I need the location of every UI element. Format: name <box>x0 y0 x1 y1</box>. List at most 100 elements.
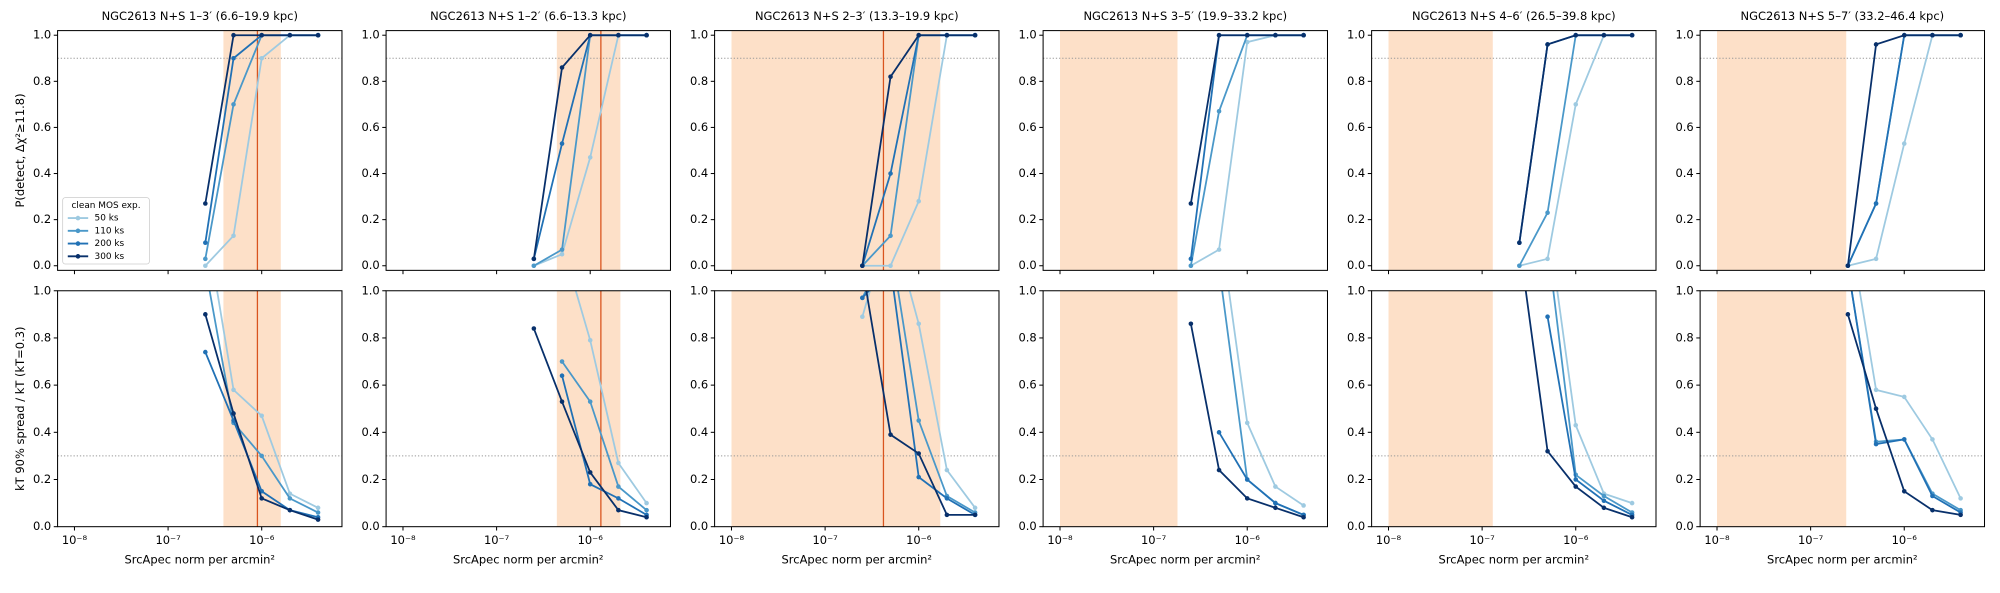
data-point <box>587 155 593 160</box>
y-tick-label: 1.0 <box>1018 283 1036 297</box>
data-point <box>559 251 565 257</box>
y-tick-label: 0.8 <box>1675 330 1693 344</box>
legend-marker <box>75 241 81 246</box>
y-tick-label: 0.2 <box>33 472 51 486</box>
data-point <box>888 171 893 176</box>
shaded-band <box>1059 290 1178 527</box>
data-point <box>559 65 565 70</box>
y-tick-label: 0.2 <box>361 472 379 486</box>
y-tick-label: 0.0 <box>361 258 379 272</box>
y-tick-label: 0.8 <box>1347 330 1365 344</box>
x-tick-label: 10⁻⁸ <box>719 533 745 547</box>
data-point <box>1517 263 1522 269</box>
y-tick-label: 0.4 <box>361 425 379 439</box>
axes-frame <box>1371 30 1657 271</box>
x-tick-label: 10⁻⁶ <box>578 533 604 547</box>
panel: 0.0 0.2 0.4 0.6 0.8 1.0 NGC2613 N+S 1–2′ (6.6–… <box>361 9 671 275</box>
series-line <box>1850 290 1962 514</box>
legend-marker <box>75 215 81 221</box>
y-tick-label: 0.6 <box>361 378 379 392</box>
y-tick-label: 0.6 <box>1018 378 1036 392</box>
plot-area <box>714 30 999 271</box>
x-axis-label: SrcApec norm per arcmin² <box>453 552 604 566</box>
y-tick-label: 1.0 <box>1347 28 1365 42</box>
data-point <box>587 399 593 404</box>
panel: 0.0 0.2 0.4 0.6 0.8 1.0 NGC2613 N+S 1–3′ (6.6–… <box>13 9 343 275</box>
data-point <box>1846 218 1851 223</box>
plot-area <box>1043 30 1328 271</box>
y-tick-label: 0.8 <box>1675 74 1693 88</box>
axes-frame <box>1699 290 1986 528</box>
plot-area <box>1371 30 1656 271</box>
data-point <box>559 359 565 364</box>
data-point <box>860 295 865 301</box>
data-point <box>203 218 208 223</box>
data-point <box>203 263 208 269</box>
panel: 0.0 0.2 0.4 0.6 0.8 1.0 NGC2613 N+S 3–5′ (19.9… <box>1018 9 1328 275</box>
data-point <box>1217 265 1222 270</box>
plot-area <box>57 30 342 271</box>
y-tick-label: 0.4 <box>1675 425 1693 439</box>
x-axis-label: SrcApec norm per arcmin² <box>1767 552 1918 566</box>
y-tick-label: 0.0 <box>1675 519 1693 533</box>
x-axis-label: SrcApec norm per arcmin² <box>125 552 276 566</box>
series-line <box>1518 34 1633 243</box>
panel: 0.0 0.2 0.4 0.6 0.8 1.0 NGC2613 N+S 5–7′ (33.2… <box>1675 9 1986 275</box>
y-tick-label: 0.8 <box>1018 74 1036 88</box>
data-point <box>1244 420 1250 426</box>
data-point <box>531 263 537 269</box>
y-tick-label: 0.6 <box>690 120 708 134</box>
y-tick-label: 0.2 <box>1018 212 1036 226</box>
series-line <box>1850 290 1962 511</box>
data-point <box>1601 498 1607 504</box>
data-point <box>203 256 208 262</box>
data-point <box>1573 102 1579 107</box>
shaded-band <box>1388 30 1493 271</box>
legend-label: 110 ks <box>95 226 125 236</box>
data-point <box>287 32 293 38</box>
panel-title: NGC2613 N+S 5–7′ (33.2–46.4 kpc) <box>1740 9 1944 23</box>
data-point <box>860 314 865 320</box>
series-line <box>1847 34 1961 267</box>
data-point <box>1545 314 1550 320</box>
panel: 0.0 0.2 0.4 0.6 0.8 1.0 10⁻⁸ 10⁻⁷ 10⁻⁶ SrcApec no… <box>1018 265 1328 566</box>
data-point <box>1188 263 1194 269</box>
data-point <box>916 198 922 204</box>
data-point <box>1629 500 1635 506</box>
x-tick-label: 10⁻⁸ <box>390 533 416 547</box>
y-tick-label: 0.4 <box>690 166 708 180</box>
series-line <box>1847 314 1961 516</box>
data-point <box>531 256 537 262</box>
data-point <box>1517 240 1522 245</box>
legend-marker <box>75 254 81 259</box>
data-point <box>616 507 621 513</box>
legend-title: clean MOS exp. <box>72 201 141 211</box>
data-point <box>1958 32 1963 38</box>
y-tick-label: 1.0 <box>33 28 51 42</box>
legend-marker <box>75 228 81 234</box>
data-point <box>1244 32 1250 38</box>
data-point <box>1273 484 1278 489</box>
series-line <box>1218 431 1304 516</box>
x-tick-label: 10⁻⁷ <box>155 533 181 547</box>
data-point <box>1545 448 1550 454</box>
y-tick-label: 0.8 <box>361 74 379 88</box>
data-point <box>1573 484 1579 489</box>
data-point <box>1216 247 1222 252</box>
data-point <box>888 74 893 80</box>
data-point <box>1601 505 1607 511</box>
data-point <box>972 512 978 518</box>
series-line <box>1189 34 1304 259</box>
y-tick-label: 1.0 <box>1675 28 1693 42</box>
data-point <box>916 474 922 480</box>
panel: 0.0 0.2 0.4 0.6 0.8 1.0 NGC2613 N+S 2–3′ (13.3… <box>690 9 1000 275</box>
y-tick-label: 1.0 <box>1018 28 1036 42</box>
x-axis-label: SrcApec norm per arcmin² <box>1439 552 1590 566</box>
plot-area <box>714 290 999 527</box>
y-tick-label: 1.0 <box>690 283 708 297</box>
panel-title: NGC2613 N+S 1–3′ (6.6–19.9 kpc) <box>102 9 298 23</box>
data-point <box>203 240 208 245</box>
data-point <box>1930 507 1935 513</box>
